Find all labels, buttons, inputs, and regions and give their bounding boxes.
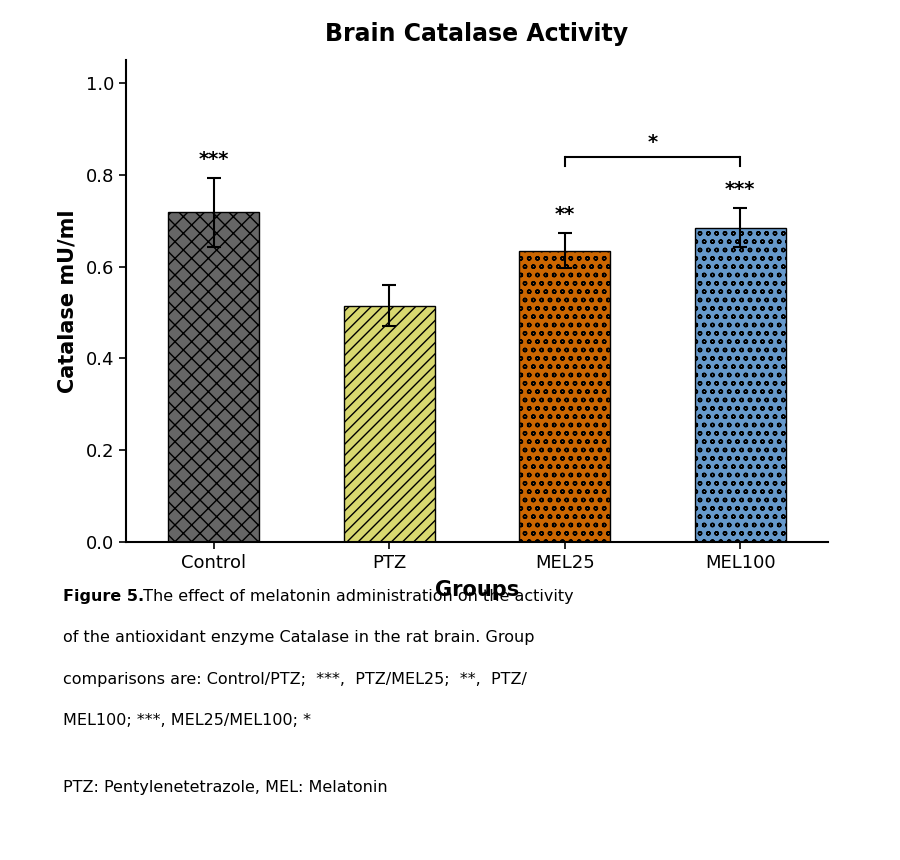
Y-axis label: Catalase mU/ml: Catalase mU/ml — [58, 209, 77, 393]
Text: MEL100; ***, MEL25/MEL100; *: MEL100; ***, MEL25/MEL100; * — [63, 713, 311, 728]
Text: PTZ: Pentylenetetrazole, MEL: Melatonin: PTZ: Pentylenetetrazole, MEL: Melatonin — [63, 780, 388, 795]
Bar — [344, 305, 435, 542]
Text: **: ** — [554, 205, 575, 224]
Text: *: * — [647, 133, 658, 152]
Title: Brain Catalase Activity: Brain Catalase Activity — [326, 22, 628, 46]
Text: ***: *** — [199, 150, 229, 169]
Text: The effect of melatonin administration on the activity: The effect of melatonin administration o… — [138, 589, 573, 604]
Text: ***: *** — [725, 181, 755, 200]
Text: of the antioxidant enzyme Catalase in the rat brain. Group: of the antioxidant enzyme Catalase in th… — [63, 630, 535, 645]
Text: comparisons are: Control/PTZ;  ***,  PTZ/MEL25;  **,  PTZ/: comparisons are: Control/PTZ; ***, PTZ/M… — [63, 672, 526, 686]
Bar — [168, 212, 259, 542]
Bar — [519, 250, 610, 542]
X-axis label: Groups: Groups — [435, 580, 519, 600]
Text: Figure 5.: Figure 5. — [63, 589, 144, 604]
Bar — [695, 228, 786, 542]
